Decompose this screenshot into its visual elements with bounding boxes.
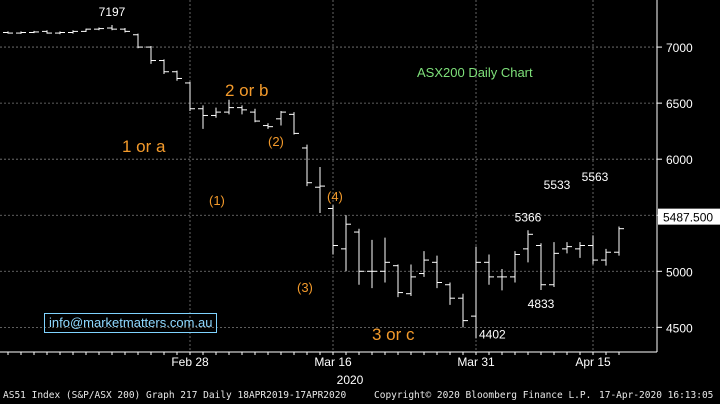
- wave-label: 1 or a: [122, 137, 166, 156]
- ohlc-bar: [549, 242, 559, 287]
- ohlc-bar: [16, 31, 26, 34]
- ohlc-bar: [211, 107, 221, 118]
- y-tick-label: 6500: [666, 97, 693, 111]
- ohlc-bar: [237, 105, 247, 115]
- ohlc-bar: [562, 242, 572, 254]
- ohlc-bar: [107, 24, 117, 31]
- ohlc-bar: [146, 45, 156, 64]
- ohlc-bar: [172, 70, 182, 81]
- ohlc-bar: [276, 110, 286, 126]
- x-year-label: 2020: [337, 373, 364, 387]
- wave-label: (1): [209, 193, 225, 208]
- wave-label: (4): [327, 189, 343, 204]
- y-tick-label: 4500: [666, 321, 693, 335]
- last-value-label: 5487.500: [663, 211, 713, 225]
- ohlc-bar: [315, 167, 325, 213]
- ohlc-bar: [55, 31, 65, 35]
- contact-email: info@marketmatters.com.au: [44, 313, 218, 333]
- x-tick-label: Mar 16: [314, 355, 352, 369]
- ohlc-bar: [484, 254, 494, 285]
- ohlc-bar: [445, 282, 455, 305]
- data-value-label: 7197: [99, 5, 126, 19]
- footer-copyright: Copyright© 2020 Bloomberg Finance L.P.: [374, 390, 592, 401]
- ohlc-bar: [120, 28, 130, 33]
- ohlc-bar: [432, 255, 442, 289]
- ohlc-bar: [29, 30, 39, 34]
- ohlc-bar: [471, 246, 481, 339]
- ohlc-bar: [510, 251, 520, 283]
- ohlc-bar: [224, 99, 234, 115]
- ohlc-bar: [94, 27, 104, 31]
- chart-title: ASX200 Daily Chart: [417, 65, 533, 80]
- ohlc-bar: [601, 248, 611, 266]
- ohlc-bar: [497, 269, 507, 291]
- data-value-label: 5533: [544, 178, 571, 192]
- data-value-label: 5563: [582, 170, 609, 184]
- ohlc-bar: [250, 108, 260, 123]
- ohlc-bar: [419, 251, 429, 277]
- data-value-label: 4833: [528, 297, 555, 311]
- grid-lines: [0, 0, 657, 352]
- x-tick-label: Apr 15: [575, 355, 611, 369]
- x-tick-label: Mar 31: [457, 355, 495, 369]
- ohlc-bar: [81, 28, 91, 32]
- last-value-box: [658, 208, 720, 225]
- ohlc-bar: [42, 30, 52, 34]
- price-bars: [3, 24, 624, 339]
- ohlc-bar: [289, 112, 299, 135]
- ohlc-bar: [159, 59, 169, 74]
- y-tick-label: 6000: [666, 153, 693, 167]
- ohlc-bar: [575, 242, 585, 258]
- data-value-label: 5366: [515, 210, 542, 224]
- ohlc-bar: [354, 228, 364, 285]
- ohlc-bar: [263, 123, 273, 129]
- ohlc-bar: [328, 205, 338, 255]
- data-value-label: 4402: [479, 327, 506, 341]
- ohlc-bar: [302, 144, 312, 187]
- annotation-labels: ASX200 Daily Chart 7197 5366 4833 4402 5533 55…: [99, 5, 609, 344]
- ohlc-bar: [536, 243, 546, 291]
- wave-label: 2 or b: [225, 81, 268, 100]
- ohlc-bar: [198, 105, 208, 129]
- footer-left-text: AS51 Index (S&P/ASX 200) Graph 217 Daily…: [3, 390, 347, 401]
- ohlc-bar: [367, 239, 377, 289]
- ohlc-bar: [68, 30, 78, 34]
- ohlc-bar: [3, 31, 13, 34]
- ohlc-bar: [341, 215, 351, 272]
- footer-bar: AS51 Index (S&P/ASX 200) Graph 217 Daily…: [0, 387, 720, 404]
- ohlc-bar: [523, 230, 533, 263]
- wave-label: (3): [297, 280, 313, 295]
- wave-label: (2): [268, 134, 284, 149]
- y-tick-label: 5000: [666, 265, 693, 279]
- ohlc-bar: [133, 33, 143, 49]
- ohlc-bar: [393, 264, 403, 298]
- wave-label: 3 or c: [372, 325, 415, 344]
- footer-timestamp: 17-Apr-2020 16:13:05: [599, 390, 714, 401]
- y-tick-label: 7000: [666, 41, 693, 55]
- ohlc-bar: [380, 237, 390, 283]
- x-tick-label: Feb 28: [171, 355, 209, 369]
- ohlc-bar: [458, 293, 468, 328]
- ohlc-bar: [185, 81, 195, 111]
- ohlc-bar: [588, 235, 598, 265]
- ohlc-bar: [614, 226, 624, 256]
- ohlc-bar: [406, 264, 416, 296]
